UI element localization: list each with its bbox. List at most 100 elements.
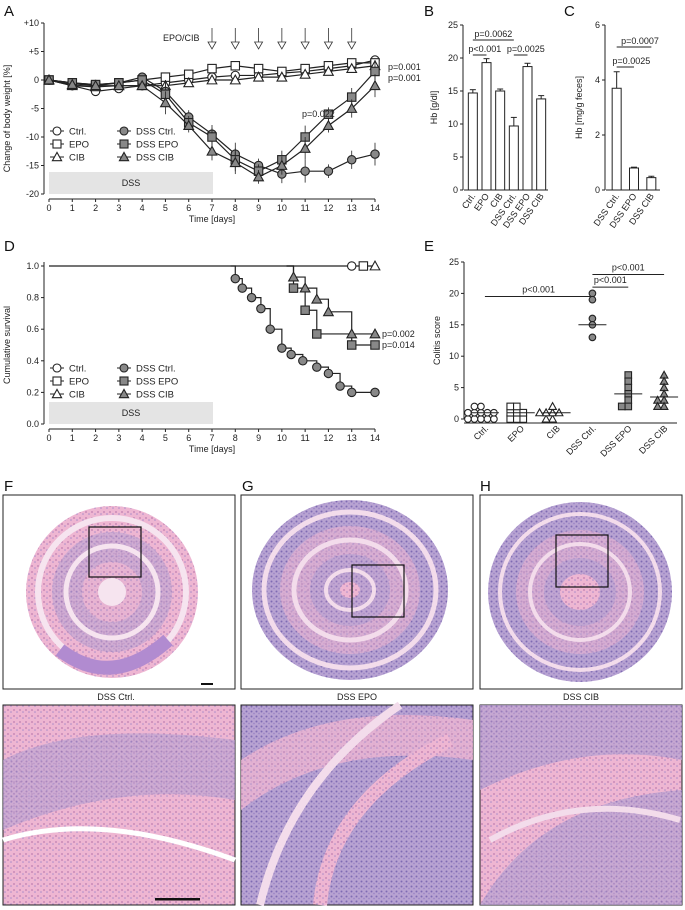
data-point-e: [470, 402, 479, 411]
x-tick-label-d: 4: [140, 433, 145, 443]
data-point-a: [322, 65, 335, 76]
y-axis-title-d: Cumulative survival: [2, 306, 12, 384]
data-point-a: [206, 145, 218, 156]
data-point-e: [464, 415, 472, 423]
x-tick-label-a: 0: [46, 203, 51, 213]
legend-marker-d: [52, 363, 62, 373]
y-tick-label-a: -15: [26, 161, 39, 171]
y-tick-label-d: 0.8: [26, 293, 39, 303]
bar-b: [467, 92, 478, 191]
x-axis-title-d: Time [days]: [189, 444, 235, 454]
data-point-e: [519, 415, 528, 423]
data-point-d: [323, 368, 334, 379]
histo-g-caption: DSS EPO: [337, 692, 377, 702]
chart-d-pvalue-2: p=0.014: [382, 340, 415, 350]
pvalue-b-2: p<0.001: [468, 44, 501, 54]
data-point-e: [547, 401, 558, 411]
y-tick-label-e: 15: [449, 320, 459, 330]
data-point-a: [89, 79, 102, 91]
y-tick-label-b: 0: [453, 185, 458, 195]
y-axis-title-b: Hb [g/dl]: [429, 91, 439, 125]
arrow-down-icon: [253, 41, 264, 50]
arrow-down-icon: [277, 41, 287, 50]
histo-h-zoom-texture: [480, 705, 682, 790]
panel-letter-d: D: [4, 238, 15, 255]
x-tick-label-d: 10: [277, 433, 287, 443]
histo-f-zoom-box: [88, 526, 142, 578]
y-axis-title-a: Change of body weight [%]: [2, 65, 12, 173]
legend-marker-d: [52, 376, 62, 386]
data-point-d: [246, 292, 257, 303]
x-tick-label-e: Ctrl.: [472, 423, 491, 442]
bar-b: [522, 66, 533, 191]
data-point-a: [252, 71, 265, 82]
histo-f-caption: DSS Ctrl.: [97, 692, 135, 702]
chart-a-series: [43, 55, 381, 184]
legend-marker-a: [52, 126, 62, 136]
y-tick-label-d: 0.6: [26, 324, 39, 334]
x-tick-label-a: 2: [93, 203, 98, 213]
x-tick-label-d: 12: [323, 433, 333, 443]
data-point-a: [113, 79, 125, 91]
y-tick-label-c: 4: [595, 75, 600, 85]
y-tick-label-c: 0: [595, 185, 600, 195]
legend-label-d: DSS Ctrl.: [136, 364, 176, 375]
legend-label-d: DSS CIB: [136, 390, 174, 401]
data-point-d: [288, 283, 299, 293]
histology-f: DSS Ctrl.: [2, 494, 236, 906]
data-point-d: [369, 260, 381, 271]
x-tick-label-a: 13: [347, 203, 357, 213]
data-point-d: [370, 387, 380, 398]
data-point-e: [534, 407, 545, 417]
x-tick-label-e: DSS CIB: [637, 423, 670, 456]
data-point-e: [512, 402, 521, 411]
y-tick-label-d: 0.0: [26, 419, 39, 429]
x-tick-label-d: 0: [46, 433, 51, 443]
x-tick-label-d: 5: [163, 433, 168, 443]
data-point-e: [506, 415, 515, 423]
data-point-a: [300, 166, 310, 176]
y-tick-label-b: 15: [448, 86, 458, 96]
chart-a-pvalue-2: p=0.001: [388, 73, 421, 83]
histo-g-tissue: [252, 500, 448, 680]
data-point-e: [464, 408, 472, 417]
legend-label-d: Ctrl.: [69, 364, 86, 375]
data-point-a: [252, 170, 265, 182]
x-tick-label-d: 6: [186, 433, 191, 443]
y-tick-label-e: 20: [449, 288, 459, 298]
data-point-d: [346, 387, 357, 398]
data-point-e: [588, 289, 597, 298]
data-point-d: [322, 305, 335, 317]
y-tick-label-c: 2: [595, 130, 600, 140]
x-tick-label-a: 14: [370, 203, 380, 213]
chart-d-axes: 0.00.20.40.60.81.00 1 2 3 4 5 6 7 8 9 10 11 12 13 14Ti…: [2, 261, 380, 454]
y-tick-label-a: -5: [31, 104, 39, 114]
data-point-a: [206, 74, 218, 85]
legend-label-a: DSS CIB: [136, 153, 174, 164]
x-tick-label-d: 2: [93, 433, 98, 443]
data-point-e: [483, 415, 492, 423]
data-point-a: [207, 132, 217, 142]
y-tick-label-d: 0.4: [26, 356, 39, 366]
y-tick-label-b: 20: [448, 53, 458, 63]
data-point-a: [66, 78, 79, 89]
x-tick-label-a: 5: [163, 203, 168, 213]
data-point-d: [312, 362, 322, 372]
pvalue-c-2: p=0.0025: [612, 56, 650, 66]
panel-letter-b: B: [424, 3, 434, 20]
pvalue-b-1: p=0.0062: [474, 29, 512, 39]
y-tick-label-a: -20: [26, 189, 39, 199]
x-tick-label-a: 10: [277, 203, 287, 213]
legend-marker-d: [51, 388, 63, 399]
histo-f-tissue: [26, 506, 198, 678]
legend-marker-d: [119, 376, 129, 386]
x-tick-label-a: 11: [300, 203, 309, 213]
y-tick-label-a: +5: [29, 47, 39, 57]
legend-label-a: DSS Ctrl.: [136, 127, 176, 138]
x-tick-label-d: 11: [300, 433, 309, 443]
panel-letter-g: G: [242, 478, 254, 495]
data-point-a: [159, 96, 172, 108]
y-tick-label-b: 5: [453, 152, 458, 162]
